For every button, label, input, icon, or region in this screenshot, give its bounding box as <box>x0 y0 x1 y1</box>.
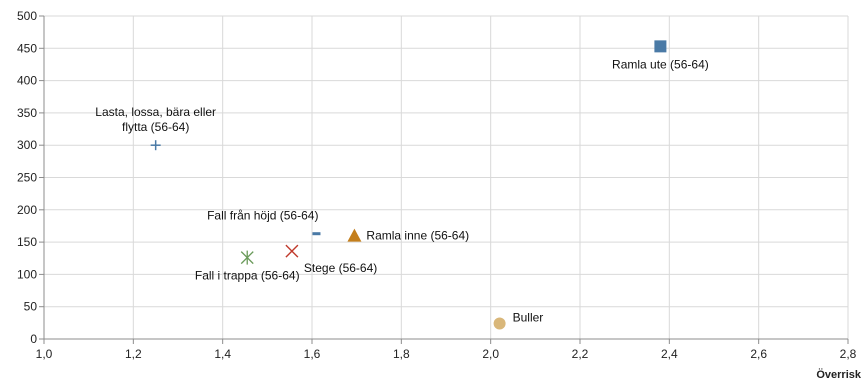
x-tick-label: 2,6 <box>750 347 767 361</box>
y-tick-label: 0 <box>30 332 37 346</box>
point-marker-plus <box>150 140 161 151</box>
x-tick-label: 2,4 <box>661 347 678 361</box>
point-marker-square <box>654 40 667 53</box>
x-tick-label: 2,8 <box>840 347 857 361</box>
x-tick-label: 1,4 <box>214 347 231 361</box>
x-tick-label: 1,8 <box>393 347 410 361</box>
x-tick-label: 1,6 <box>304 347 321 361</box>
y-tick-label: 450 <box>17 41 37 55</box>
x-tick-label: 2,0 <box>482 347 499 361</box>
point-marker-star <box>240 250 254 265</box>
y-tick-label: 500 <box>17 9 37 23</box>
x-tick-label: 2,2 <box>572 347 589 361</box>
point-labels: Ramla ute (56-64) Lasta, lossa, bära elle… <box>95 57 708 324</box>
y-tick-label: 100 <box>17 267 37 281</box>
y-tick-label: 150 <box>17 235 37 249</box>
point-label: Lasta, lossa, bära eller flytta (56-64) <box>95 105 216 134</box>
point-marker-x <box>285 244 299 258</box>
y-tick-label: 350 <box>17 106 37 120</box>
x-tick-label: 1,2 <box>125 347 142 361</box>
data-points <box>150 40 667 330</box>
x-tick-labels: 1,0 1,2 1,4 1,6 1,8 2,0 2,2 2,4 2,6 2,8 <box>36 347 857 361</box>
y-tick-label: 250 <box>17 171 37 185</box>
y-tick-label: 300 <box>17 138 37 152</box>
point-label: Ramla inne (56-64) <box>366 229 469 243</box>
x-axis-label: Överrisk <box>816 368 862 381</box>
point-marker-triangle <box>347 228 362 242</box>
x-tick-label: 1,0 <box>36 347 53 361</box>
y-tick-labels: 0 50 100 150 200 250 300 350 400 450 500 <box>17 9 37 346</box>
point-label: Fall i trappa (56-64) <box>195 269 300 283</box>
axes <box>39 15 849 344</box>
y-tick-label: 400 <box>17 74 37 88</box>
grid-lines <box>44 15 849 339</box>
point-label: Buller <box>513 310 544 324</box>
point-marker-dash <box>312 232 321 236</box>
point-marker-circle <box>493 317 506 330</box>
point-label: Ramla ute (56-64) <box>612 57 709 71</box>
y-tick-label: 50 <box>24 300 38 314</box>
point-label: Stege (56-64) <box>304 261 377 275</box>
y-tick-label: 200 <box>17 203 37 217</box>
point-label: Fall från höjd (56-64) <box>207 209 318 223</box>
